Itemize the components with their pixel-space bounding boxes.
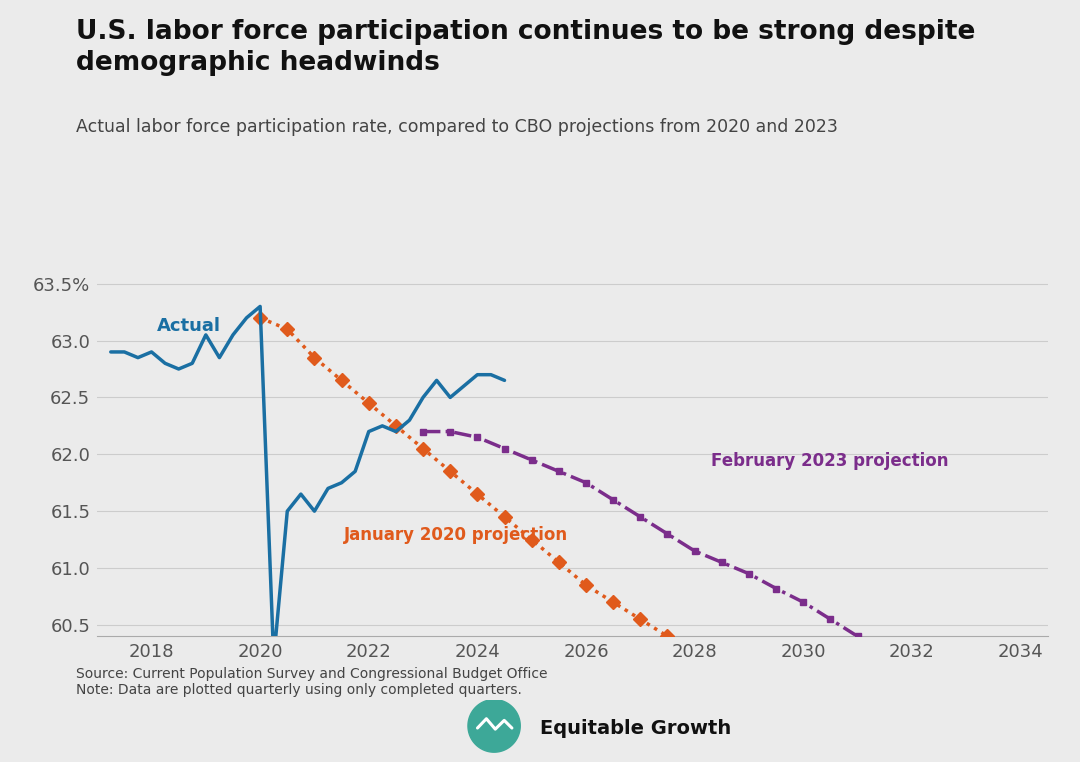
Text: Source: Current Population Survey and Congressional Budget Office
Note: Data are: Source: Current Population Survey and Co… [76,667,548,697]
Polygon shape [468,700,521,752]
Text: January 2020 projection: January 2020 projection [345,526,568,543]
Text: Equitable Growth: Equitable Growth [540,719,731,738]
Text: February 2023 projection: February 2023 projection [711,452,948,469]
Text: Actual: Actual [157,318,221,335]
Text: U.S. labor force participation continues to be strong despite
demographic headwi: U.S. labor force participation continues… [76,19,975,76]
Text: Actual labor force participation rate, compared to CBO projections from 2020 and: Actual labor force participation rate, c… [76,118,837,136]
